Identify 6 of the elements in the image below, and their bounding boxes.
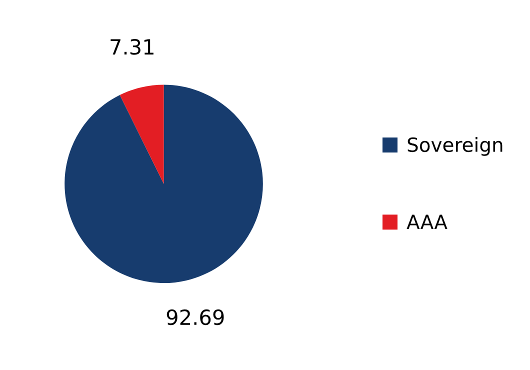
data-label: 92.69 <box>166 309 224 326</box>
legend-label: AAA <box>406 214 448 229</box>
pie-slice <box>64 84 263 284</box>
data-label: 7.31 <box>110 38 154 55</box>
legend-label: Sovereign <box>408 137 502 156</box>
pie-slice <box>120 84 164 184</box>
